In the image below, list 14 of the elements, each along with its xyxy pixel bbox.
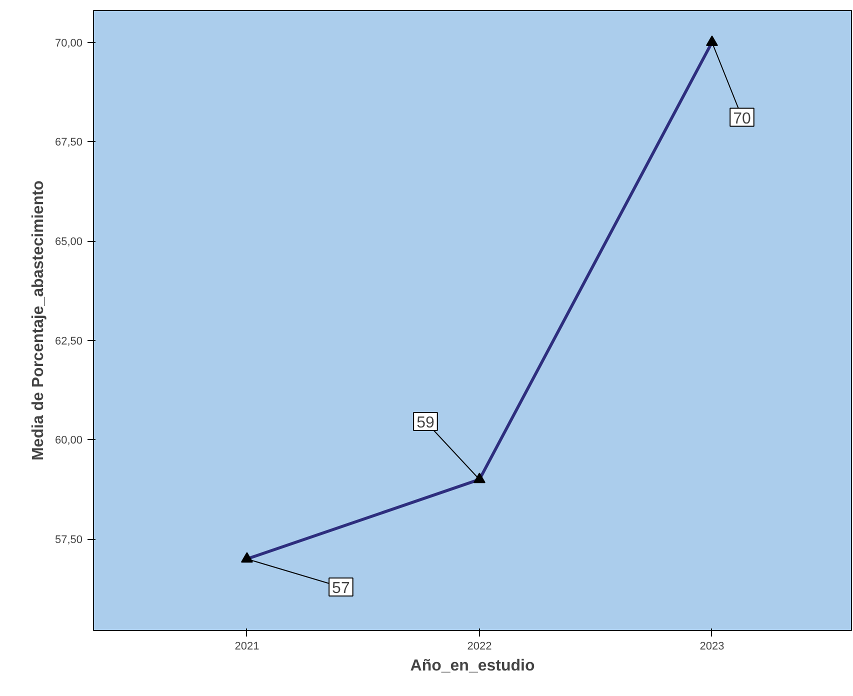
y-tick-label: 65,00 <box>54 236 83 248</box>
x-axis-title: Año_en_estudio <box>410 658 535 674</box>
annotation: 70 <box>733 110 751 128</box>
x-tick-label: 2021 <box>234 640 260 652</box>
annotation: 57 <box>332 580 350 597</box>
y-tick-label: 62,50 <box>54 335 83 348</box>
y-tick-label: 60,00 <box>54 434 83 447</box>
annotation: 59 <box>416 414 434 432</box>
y-axis-title: Media de Porcentaje_abastecimiento <box>30 180 47 461</box>
x-tick-label: 2022 <box>467 640 492 652</box>
y-tick-label: 57,50 <box>54 534 83 546</box>
x-tick-label: 2023 <box>700 640 724 652</box>
y-tick-label: 70,00 <box>54 37 83 50</box>
y-tick-label: 67,50 <box>54 136 83 149</box>
